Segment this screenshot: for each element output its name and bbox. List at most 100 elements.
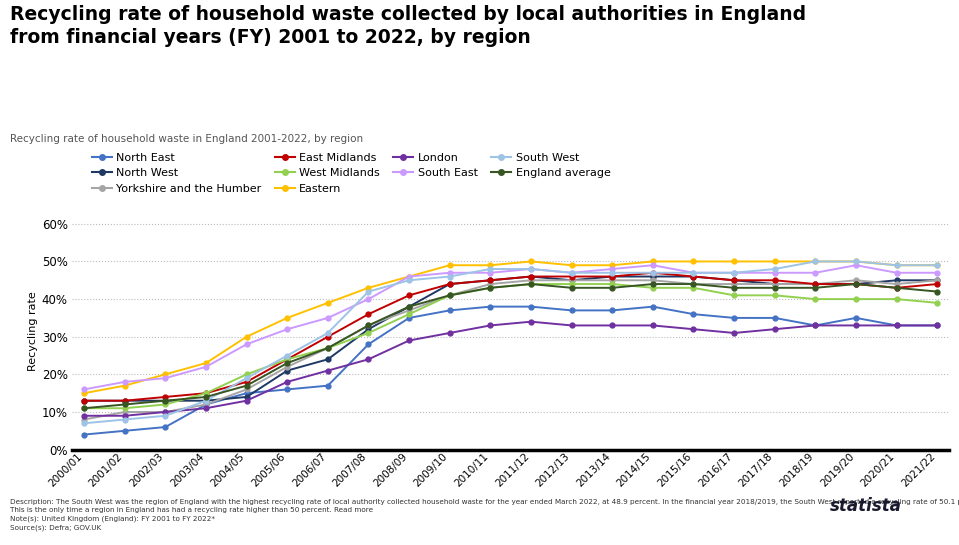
South West [606, 269, 618, 276]
West Midlands [119, 405, 130, 411]
East Midlands [484, 277, 496, 283]
South East [444, 269, 456, 276]
West Midlands [891, 296, 902, 302]
England average [931, 288, 943, 295]
South West [851, 258, 862, 265]
Eastern [891, 262, 902, 269]
Line: West Midlands: West Midlands [82, 282, 940, 411]
East Midlands [809, 281, 821, 287]
East Midlands [851, 281, 862, 287]
West Midlands [931, 300, 943, 306]
North West [566, 277, 577, 283]
England average [809, 284, 821, 291]
Line: Eastern: Eastern [82, 259, 940, 396]
Yorkshire and the Humber [200, 401, 212, 408]
South East [606, 266, 618, 272]
North East [728, 314, 739, 321]
South West [931, 262, 943, 269]
Yorkshire and the Humber [363, 322, 374, 329]
South East [159, 375, 171, 382]
London [851, 322, 862, 329]
North West [322, 356, 334, 362]
West Midlands [728, 292, 739, 299]
North West [931, 277, 943, 283]
Eastern [566, 262, 577, 269]
South West [688, 269, 699, 276]
Eastern [79, 390, 90, 396]
West Midlands [606, 281, 618, 287]
South East [363, 296, 374, 302]
West Midlands [526, 281, 537, 287]
Text: Description: The South West was the region of England with the highest recycling: Description: The South West was the regi… [10, 499, 959, 531]
England average [119, 401, 130, 408]
South East [404, 273, 415, 280]
West Midlands [851, 296, 862, 302]
London [606, 322, 618, 329]
Yorkshire and the Humber [404, 307, 415, 314]
North East [282, 386, 293, 393]
East Midlands [119, 397, 130, 404]
South West [728, 269, 739, 276]
East Midlands [444, 281, 456, 287]
West Midlands [404, 311, 415, 317]
Yorkshire and the Humber [79, 416, 90, 423]
South West [322, 330, 334, 336]
Yorkshire and the Humber [931, 277, 943, 283]
East Midlands [688, 273, 699, 280]
South East [79, 386, 90, 393]
London [200, 405, 212, 411]
South East [484, 269, 496, 276]
South East [282, 326, 293, 332]
Eastern [728, 258, 739, 265]
Yorkshire and the Humber [241, 386, 252, 393]
North East [404, 314, 415, 321]
South West [363, 288, 374, 295]
South East [647, 262, 659, 269]
South West [769, 266, 781, 272]
South East [851, 262, 862, 269]
London [79, 413, 90, 419]
North West [159, 397, 171, 404]
England average [282, 360, 293, 366]
West Midlands [241, 371, 252, 378]
Eastern [444, 262, 456, 269]
London [728, 330, 739, 336]
London [404, 337, 415, 344]
Line: England average: England average [82, 282, 940, 411]
London [891, 322, 902, 329]
England average [363, 322, 374, 329]
Eastern [606, 262, 618, 269]
East Midlands [931, 281, 943, 287]
Line: South West: South West [82, 259, 940, 426]
West Midlands [444, 292, 456, 299]
North East [809, 322, 821, 329]
Line: East Midlands: East Midlands [82, 270, 940, 403]
East Midlands [769, 277, 781, 283]
Yorkshire and the Humber [322, 345, 334, 352]
North East [526, 304, 537, 310]
South West [159, 413, 171, 419]
Eastern [363, 284, 374, 291]
East Midlands [79, 397, 90, 404]
South East [688, 269, 699, 276]
London [241, 397, 252, 404]
West Midlands [282, 356, 293, 362]
North West [688, 273, 699, 280]
Eastern [647, 258, 659, 265]
West Midlands [484, 284, 496, 291]
South West [566, 269, 577, 276]
Eastern [484, 262, 496, 269]
North West [769, 281, 781, 287]
South West [891, 262, 902, 269]
England average [891, 284, 902, 291]
Line: South East: South East [82, 263, 940, 392]
England average [606, 284, 618, 291]
Eastern [769, 258, 781, 265]
London [931, 322, 943, 329]
England average [200, 393, 212, 400]
South West [119, 416, 130, 423]
London [484, 322, 496, 329]
England average [484, 284, 496, 291]
England average [79, 405, 90, 411]
Eastern [241, 334, 252, 340]
